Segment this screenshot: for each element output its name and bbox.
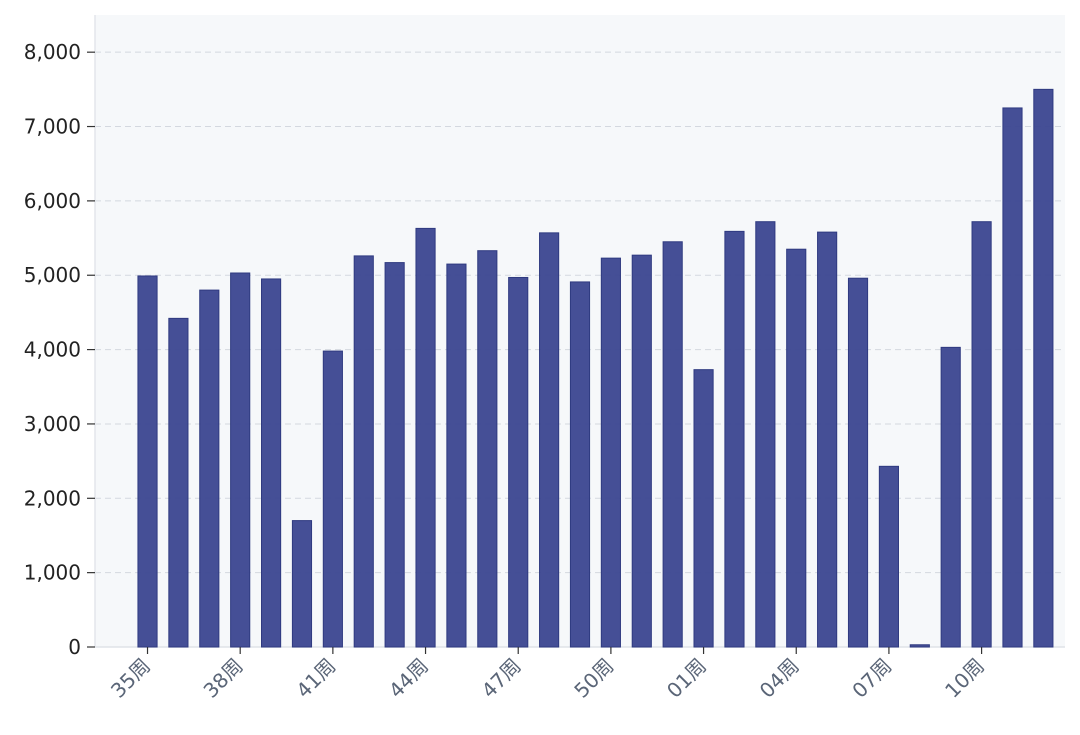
- bar-40周: [291, 520, 313, 648]
- bar-51周: [631, 254, 652, 648]
- bar-38周: [230, 272, 251, 648]
- x-tick-label: 35周: [106, 654, 155, 703]
- bar-39周: [261, 278, 282, 648]
- bar-03周: [755, 221, 776, 648]
- bar-48周: [539, 232, 560, 648]
- bar-07周: [878, 465, 899, 648]
- bar-36周: [168, 317, 189, 648]
- x-tick-label: 38周: [199, 654, 248, 703]
- y-tick-label: 3,000: [24, 412, 81, 436]
- bar-44周: [415, 227, 436, 648]
- bar-45周: [446, 263, 467, 648]
- bar-10周: [971, 221, 992, 648]
- y-tick-label: 1,000: [24, 561, 81, 585]
- bar-12周: [1033, 88, 1054, 648]
- y-tick-label: 7,000: [24, 115, 81, 139]
- y-tick-label: 5,000: [24, 263, 81, 287]
- bar-47周: [508, 276, 529, 648]
- bar-50周: [600, 257, 621, 648]
- bar-05周: [817, 231, 838, 648]
- x-tick-label: 10周: [940, 654, 989, 703]
- bar-08周: [909, 644, 930, 648]
- y-axis-ticks: 0 1,000 2,000 3,000 4,000 5,000 6,000 7,000 8,00…: [24, 40, 95, 659]
- bar-41周: [322, 350, 343, 648]
- x-tick-label: 01周: [662, 654, 711, 703]
- x-tick-label: 07周: [847, 654, 896, 703]
- x-tick-label: 50周: [569, 654, 618, 703]
- bar-49周: [569, 281, 591, 648]
- bar-35周: [137, 275, 158, 648]
- bar-46周: [477, 250, 498, 648]
- x-axis-ticks: 35周 38周 41周 44周 47周 50周 01周 04周 07周 10周: [106, 647, 989, 703]
- x-tick-label: 44周: [384, 654, 433, 703]
- bar-01周: [693, 369, 714, 648]
- bar-42周: [353, 255, 374, 648]
- y-tick-label: 0: [68, 635, 81, 659]
- bar-52周: [662, 241, 683, 648]
- y-tick-label: 2,000: [24, 486, 81, 510]
- x-tick-label: 41周: [291, 654, 340, 703]
- x-tick-label: 47周: [477, 654, 526, 703]
- y-tick-label: 8,000: [24, 40, 81, 64]
- y-tick-label: 4,000: [24, 338, 81, 362]
- bar-04周: [786, 248, 807, 648]
- y-tick-label: 6,000: [24, 189, 81, 213]
- bar-37周: [199, 289, 220, 648]
- bars: [137, 88, 1054, 648]
- bar-02周: [724, 230, 745, 648]
- bar-09周: [940, 346, 961, 648]
- bar-06周: [847, 277, 869, 648]
- x-tick-label: 04周: [755, 654, 804, 703]
- bar-43周: [384, 262, 405, 648]
- bar-11周: [1002, 107, 1023, 648]
